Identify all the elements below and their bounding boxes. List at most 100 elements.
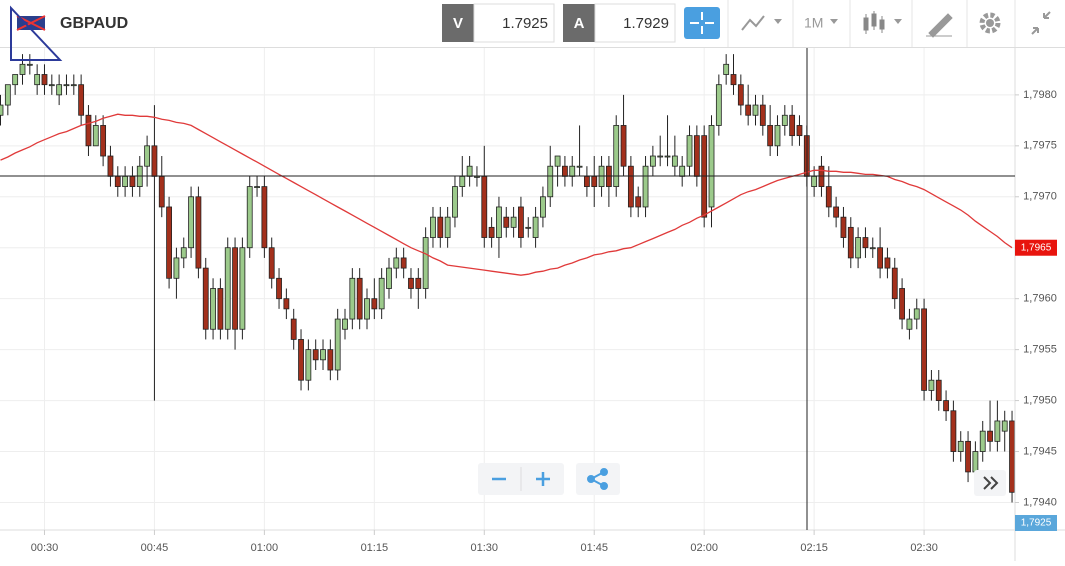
indicator-button[interactable] [741, 15, 765, 31]
candle-body [4, 84, 11, 106]
x-tick-label: 01:00 [251, 542, 279, 554]
bid-box[interactable] [473, 3, 555, 43]
candle-body [114, 175, 121, 187]
minimize-button[interactable] [1031, 11, 1051, 35]
candle-body [774, 125, 781, 147]
candle-body [129, 175, 136, 187]
candle-body [855, 237, 862, 259]
bid-tag-bg[interactable] [442, 4, 474, 42]
candle-body [327, 349, 334, 371]
x-tick-label: 00:30 [31, 542, 59, 554]
candle-body [202, 267, 209, 330]
candle-body [921, 308, 927, 391]
candle-body [408, 277, 414, 289]
candle-body [290, 318, 297, 340]
candle-body [877, 247, 883, 269]
plot-area [0, 54, 1015, 503]
candle-body [180, 247, 187, 259]
candle-body [657, 155, 664, 158]
candle-body [613, 125, 620, 187]
y-tick-label: 1,7980 [1023, 89, 1057, 101]
candle-body [950, 410, 957, 452]
ask-box[interactable] [594, 3, 676, 43]
x-tick-label: 01:30 [471, 542, 499, 554]
candle-body [569, 165, 576, 177]
candle-body [708, 125, 715, 208]
candle-body [693, 135, 700, 177]
scroll-right-icon [983, 476, 999, 490]
candle-body [342, 318, 348, 330]
candle-body [627, 165, 634, 208]
candle-body [642, 165, 649, 208]
candle-body [811, 175, 818, 187]
candle-body [620, 125, 627, 167]
candle-body [928, 379, 935, 391]
share-icon [587, 468, 608, 490]
crosshair-icon [690, 12, 714, 34]
candle-body [840, 216, 847, 238]
candle-body [686, 135, 693, 167]
candle-body [474, 175, 480, 178]
x-tick-label: 00:45 [141, 542, 169, 554]
candle-body [430, 216, 436, 238]
x-tick-label: 01:45 [580, 542, 608, 554]
candle-body [752, 104, 759, 116]
candle-body [847, 226, 854, 259]
candle-body [151, 145, 158, 177]
ask-tag-bg[interactable] [563, 4, 595, 42]
share-button[interactable] [576, 463, 620, 495]
candle-body [166, 206, 172, 279]
candle-body [833, 206, 840, 218]
candle-body [913, 308, 920, 320]
candle-body [217, 288, 224, 330]
candle-body [26, 63, 33, 66]
candle-body [906, 318, 913, 330]
y-tick-label: 1,7950 [1023, 394, 1057, 406]
y-tick-label: 1,7975 [1023, 140, 1057, 152]
candle-body [862, 237, 869, 249]
candle-body [737, 84, 744, 106]
zoom-in[interactable] [536, 472, 550, 486]
y-tick-label: 1,7940 [1023, 496, 1057, 508]
dropdown-arrow [774, 19, 782, 24]
candle-body [224, 247, 231, 330]
candle-body [254, 186, 260, 188]
candle-body [987, 430, 993, 442]
candle-body [415, 277, 422, 289]
settings-button[interactable] [979, 12, 1001, 34]
candle-body [371, 298, 378, 310]
toolbar: GBPAUD V 1.7925 A 1.7929 1M [0, 0, 1065, 61]
candle-body [496, 206, 502, 238]
candle-body [144, 145, 151, 167]
drawing-triangle [10, 5, 63, 61]
x-tick-label: 02:00 [690, 542, 718, 554]
candle-body [158, 175, 165, 208]
candle-body [276, 277, 282, 300]
candle-body [268, 247, 275, 279]
bid-price-label: 1,7925 [1021, 518, 1052, 529]
candle-body [1009, 420, 1015, 493]
candle-body [283, 298, 290, 310]
candle-body [188, 196, 194, 249]
draw-button[interactable] [926, 13, 953, 38]
candle-body [48, 84, 55, 87]
candle-body [591, 175, 598, 187]
candle-body [796, 125, 803, 137]
candle-body [789, 114, 796, 137]
y-tick-label: 1,7960 [1023, 293, 1057, 305]
candle-body [320, 349, 326, 361]
candle-body [298, 339, 304, 381]
zoom-controls [478, 463, 1006, 496]
chart-type-button[interactable] [863, 11, 885, 34]
candle-body [1001, 420, 1008, 432]
timeframe[interactable]: 1M [804, 15, 823, 31]
candle-body [547, 165, 554, 198]
candle-body [884, 257, 891, 269]
candle-body [386, 267, 392, 289]
candle-body [759, 104, 766, 126]
candle-body [825, 186, 832, 208]
candle-body [679, 165, 686, 177]
candle-body [444, 216, 451, 238]
candle-body [437, 216, 444, 238]
crosshair-button[interactable] [684, 7, 720, 39]
